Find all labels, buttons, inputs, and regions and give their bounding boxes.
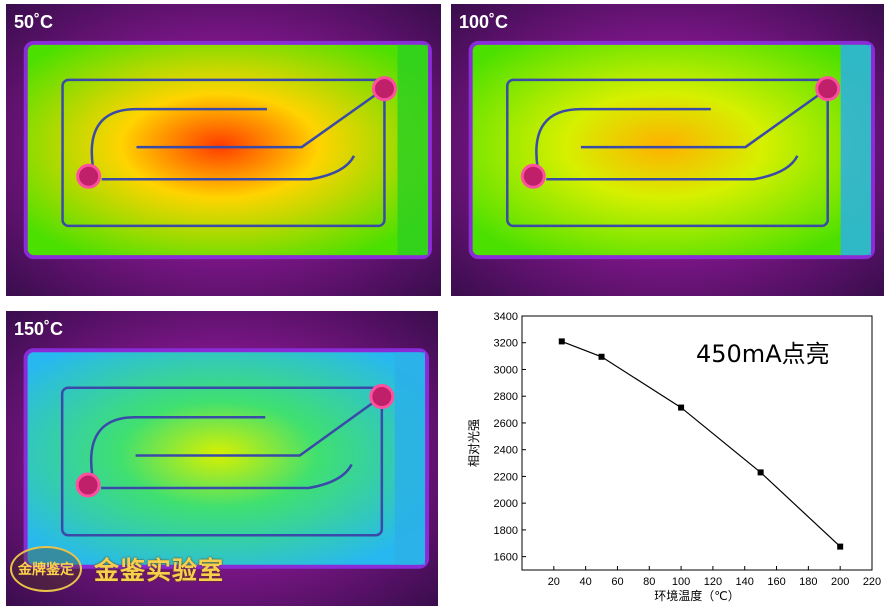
thermal-image-100c: 100˚C bbox=[451, 4, 884, 296]
x-tick-label: 40 bbox=[580, 576, 592, 588]
y-tick-label: 1800 bbox=[494, 525, 518, 537]
x-tick-label: 80 bbox=[643, 576, 655, 588]
led-pad-left bbox=[76, 163, 102, 189]
inner-trace bbox=[90, 107, 267, 168]
data-point bbox=[558, 338, 565, 345]
y-tick-label: 2800 bbox=[494, 391, 518, 403]
chart-annotation: 450mA点亮 bbox=[696, 340, 830, 368]
led-pad-right bbox=[815, 76, 841, 102]
center-trace bbox=[136, 90, 381, 149]
x-tick-label: 220 bbox=[863, 576, 881, 588]
x-tick-label: 100 bbox=[672, 576, 690, 588]
connector-strip bbox=[397, 44, 428, 256]
x-tick-label: 60 bbox=[611, 576, 623, 588]
x-tick-label: 200 bbox=[831, 576, 849, 588]
y-axis-label: 相对光强 bbox=[467, 419, 481, 467]
x-tick-label: 20 bbox=[548, 576, 560, 588]
led-pad-left bbox=[520, 163, 546, 189]
temperature-label: 150˚C bbox=[14, 319, 64, 339]
thermal-map bbox=[6, 311, 438, 606]
y-tick-label: 3400 bbox=[494, 311, 518, 323]
thermal-map bbox=[451, 4, 884, 296]
thermal-image-50c: 50˚C bbox=[6, 4, 441, 296]
data-point bbox=[757, 469, 764, 476]
y-tick-label: 3200 bbox=[494, 338, 518, 350]
plot-frame bbox=[521, 315, 873, 571]
led-pad-left bbox=[75, 472, 101, 498]
y-tick-label: 2600 bbox=[494, 418, 518, 430]
data-point bbox=[678, 404, 685, 411]
y-tick-label: 1600 bbox=[494, 552, 518, 564]
chart-svg: 1600 1800 2000 2200 2400 2600 2800 3000 3200 3400… bbox=[467, 311, 881, 603]
y-tick-label: 2400 bbox=[494, 445, 518, 457]
outer-trace bbox=[61, 78, 386, 228]
outer-trace bbox=[506, 78, 829, 228]
inner-trace bbox=[535, 107, 711, 168]
x-tick-label: 140 bbox=[736, 576, 754, 588]
lower-trace bbox=[101, 155, 356, 181]
led-pad-right bbox=[369, 384, 395, 410]
data-point bbox=[837, 543, 844, 550]
thermal-image-150c: 150˚C 金牌鉴定 金鉴实验室 bbox=[6, 311, 438, 606]
inner-trace bbox=[90, 415, 266, 477]
outer-trace bbox=[60, 386, 384, 537]
series-line bbox=[561, 340, 841, 548]
temperature-label: 100˚C bbox=[459, 12, 509, 32]
x-tick-label: 160 bbox=[767, 576, 785, 588]
center-trace bbox=[580, 90, 825, 149]
x-axis-label: 环境温度（℃） bbox=[654, 588, 739, 603]
seal-logo: 金牌鉴定 bbox=[10, 546, 82, 592]
connector-strip bbox=[394, 352, 426, 565]
y-tick-label: 3000 bbox=[494, 364, 518, 376]
center-trace bbox=[135, 398, 379, 457]
y-tick-label: 2000 bbox=[494, 498, 518, 510]
connector-strip bbox=[840, 44, 872, 256]
board-body bbox=[27, 44, 428, 256]
x-tick-label: 180 bbox=[799, 576, 817, 588]
x-tick-label: 120 bbox=[704, 576, 722, 588]
intensity-chart: 1600 1800 2000 2200 2400 2600 2800 3000 3200 3400… bbox=[448, 306, 884, 606]
watermark-text: 金鉴实验室 bbox=[94, 556, 225, 585]
y-tick-label: 2200 bbox=[494, 471, 518, 483]
lower-trace bbox=[546, 155, 799, 181]
temperature-label: 50˚C bbox=[14, 12, 54, 32]
thermal-map bbox=[6, 4, 441, 296]
led-pad-right bbox=[371, 76, 397, 102]
board-body bbox=[27, 352, 426, 565]
data-point bbox=[598, 353, 605, 360]
lower-trace bbox=[101, 463, 353, 490]
board-body bbox=[472, 44, 872, 256]
lab-watermark: 金牌鉴定 金鉴实验室 bbox=[10, 546, 224, 592]
